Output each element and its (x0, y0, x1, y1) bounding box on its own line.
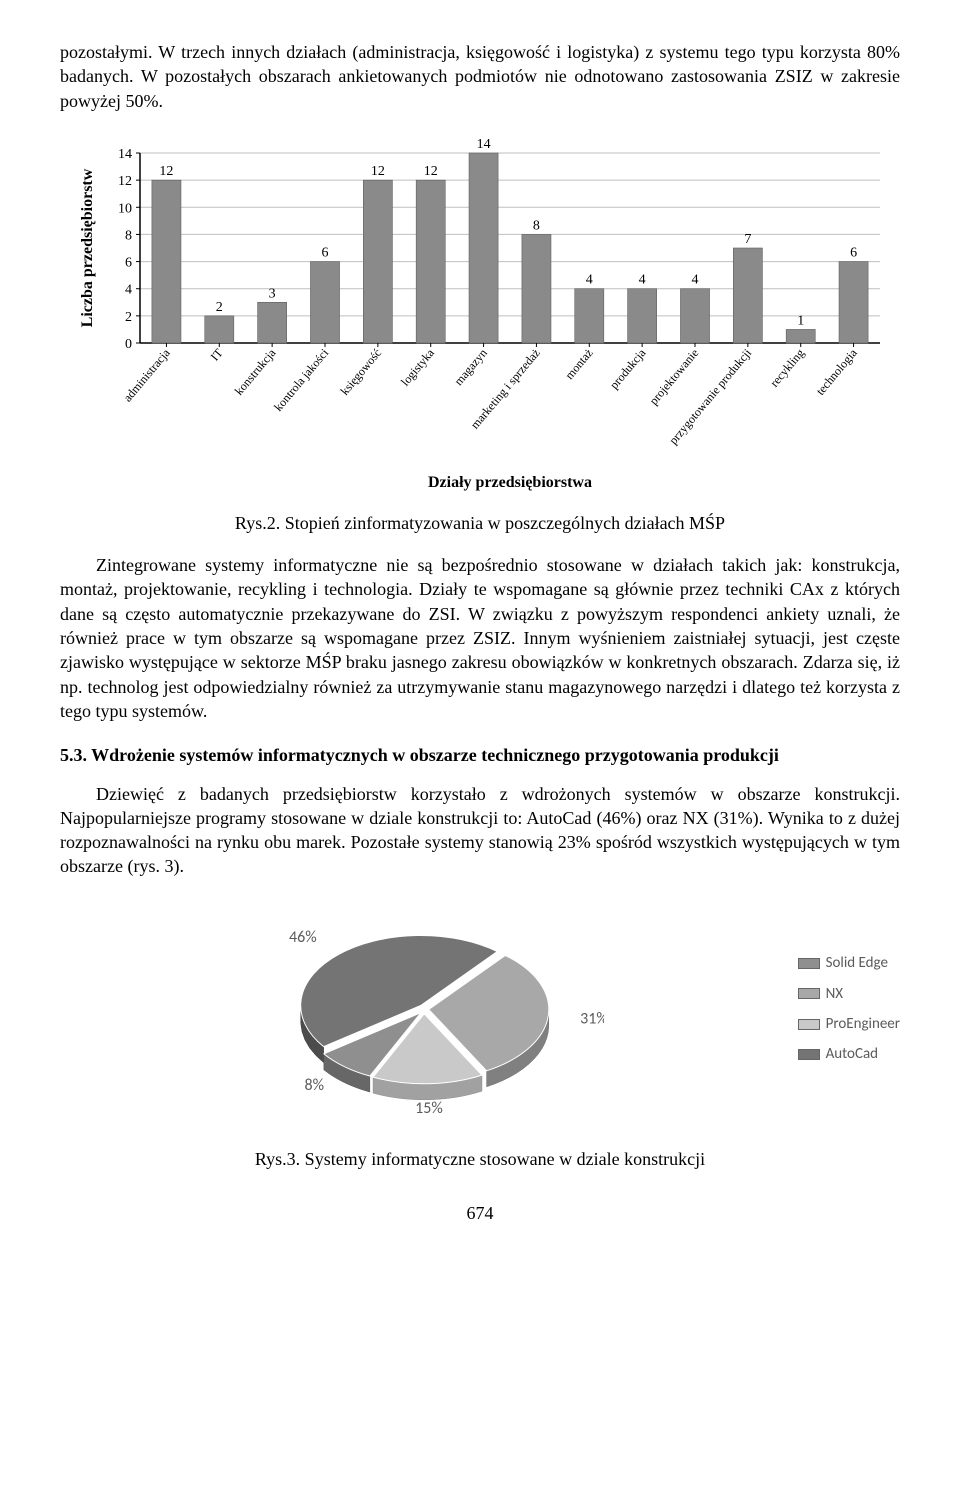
legend-item: ProEngineer (798, 1014, 900, 1034)
legend-label: AutoCad (826, 1045, 878, 1063)
legend-swatch (798, 988, 820, 999)
svg-text:3: 3 (269, 286, 276, 301)
svg-text:14: 14 (477, 137, 491, 152)
legend-swatch (798, 1049, 820, 1060)
svg-text:31%: 31% (580, 1009, 604, 1028)
figure3-caption: Rys.3. Systemy informatyczne stosowane w… (60, 1147, 900, 1171)
svg-text:Działy przedsiębiorstwa: Działy przedsiębiorstwa (428, 474, 592, 491)
svg-text:8: 8 (533, 218, 540, 233)
legend-swatch (798, 958, 820, 969)
svg-text:12: 12 (118, 174, 132, 189)
svg-text:4: 4 (125, 283, 132, 298)
paragraph-body-1: Zintegrowane systemy informatyczne nie s… (60, 553, 900, 723)
legend-item: NX (798, 984, 900, 1004)
svg-text:7: 7 (744, 232, 751, 247)
legend-swatch (798, 1019, 820, 1030)
page-number: 674 (60, 1201, 900, 1225)
svg-text:Liczba przedsiębiorstw: Liczba przedsiębiorstw (79, 168, 96, 327)
bar-chart-container: 0246810121412administracja2IT3konstrukcj… (60, 133, 900, 493)
pie-chart: 46% 31% 15% 8% (224, 899, 604, 1129)
svg-text:projektowanie: projektowanie (646, 346, 701, 408)
svg-text:6: 6 (850, 245, 857, 260)
svg-text:2: 2 (125, 310, 132, 325)
svg-text:6: 6 (125, 255, 132, 270)
svg-text:4: 4 (692, 273, 699, 288)
legend-label: ProEngineer (826, 1015, 900, 1033)
svg-text:12: 12 (159, 164, 173, 179)
svg-text:recykling: recykling (767, 346, 807, 390)
svg-text:1: 1 (797, 313, 804, 328)
svg-text:konstrukcja: konstrukcja (232, 345, 279, 397)
svg-text:produkcja: produkcja (607, 345, 649, 391)
svg-text:4: 4 (586, 273, 593, 288)
pie-legend: Solid Edge NX ProEngineer AutoCad (798, 953, 900, 1074)
svg-text:administracja: administracja (120, 345, 173, 404)
svg-text:księgowość: księgowość (337, 346, 384, 398)
svg-text:magazyn: magazyn (451, 346, 490, 388)
svg-text:12: 12 (424, 164, 438, 179)
svg-text:15%: 15% (415, 1099, 443, 1118)
svg-text:12: 12 (371, 164, 385, 179)
bar-chart: 0246810121412administracja2IT3konstrukcj… (70, 133, 890, 493)
svg-text:4: 4 (639, 273, 646, 288)
legend-item: Solid Edge (798, 953, 900, 973)
legend-label: NX (826, 985, 843, 1003)
svg-text:technologia: technologia (813, 345, 860, 397)
svg-text:14: 14 (118, 147, 132, 162)
paragraph-intro: pozostałymi. W trzech innych działach (a… (60, 40, 900, 113)
svg-text:montaż: montaż (562, 346, 595, 382)
svg-text:46%: 46% (289, 928, 317, 947)
paragraph-body-2: Dziewięć z badanych przedsiębiorstw korz… (60, 782, 900, 879)
svg-text:6: 6 (322, 245, 329, 260)
svg-text:kontrola jakości: kontrola jakości (271, 345, 332, 413)
svg-text:8: 8 (125, 228, 132, 243)
pie-chart-container: 46% 31% 15% 8% Solid Edge NX ProEngineer AutoC… (60, 899, 900, 1129)
figure2-caption: Rys.2. Stopień zinformatyzowania w poszc… (60, 511, 900, 535)
legend-item: AutoCad (798, 1044, 900, 1064)
svg-text:logistyka: logistyka (398, 345, 437, 388)
svg-text:8%: 8% (304, 1076, 324, 1095)
svg-text:0: 0 (125, 337, 132, 352)
svg-text:2: 2 (216, 300, 223, 315)
section-heading-5-3: 5.3. Wdrożenie systemów informatycznych … (60, 743, 900, 767)
svg-text:IT: IT (208, 345, 226, 363)
legend-label: Solid Edge (826, 954, 888, 972)
svg-text:10: 10 (118, 201, 132, 216)
